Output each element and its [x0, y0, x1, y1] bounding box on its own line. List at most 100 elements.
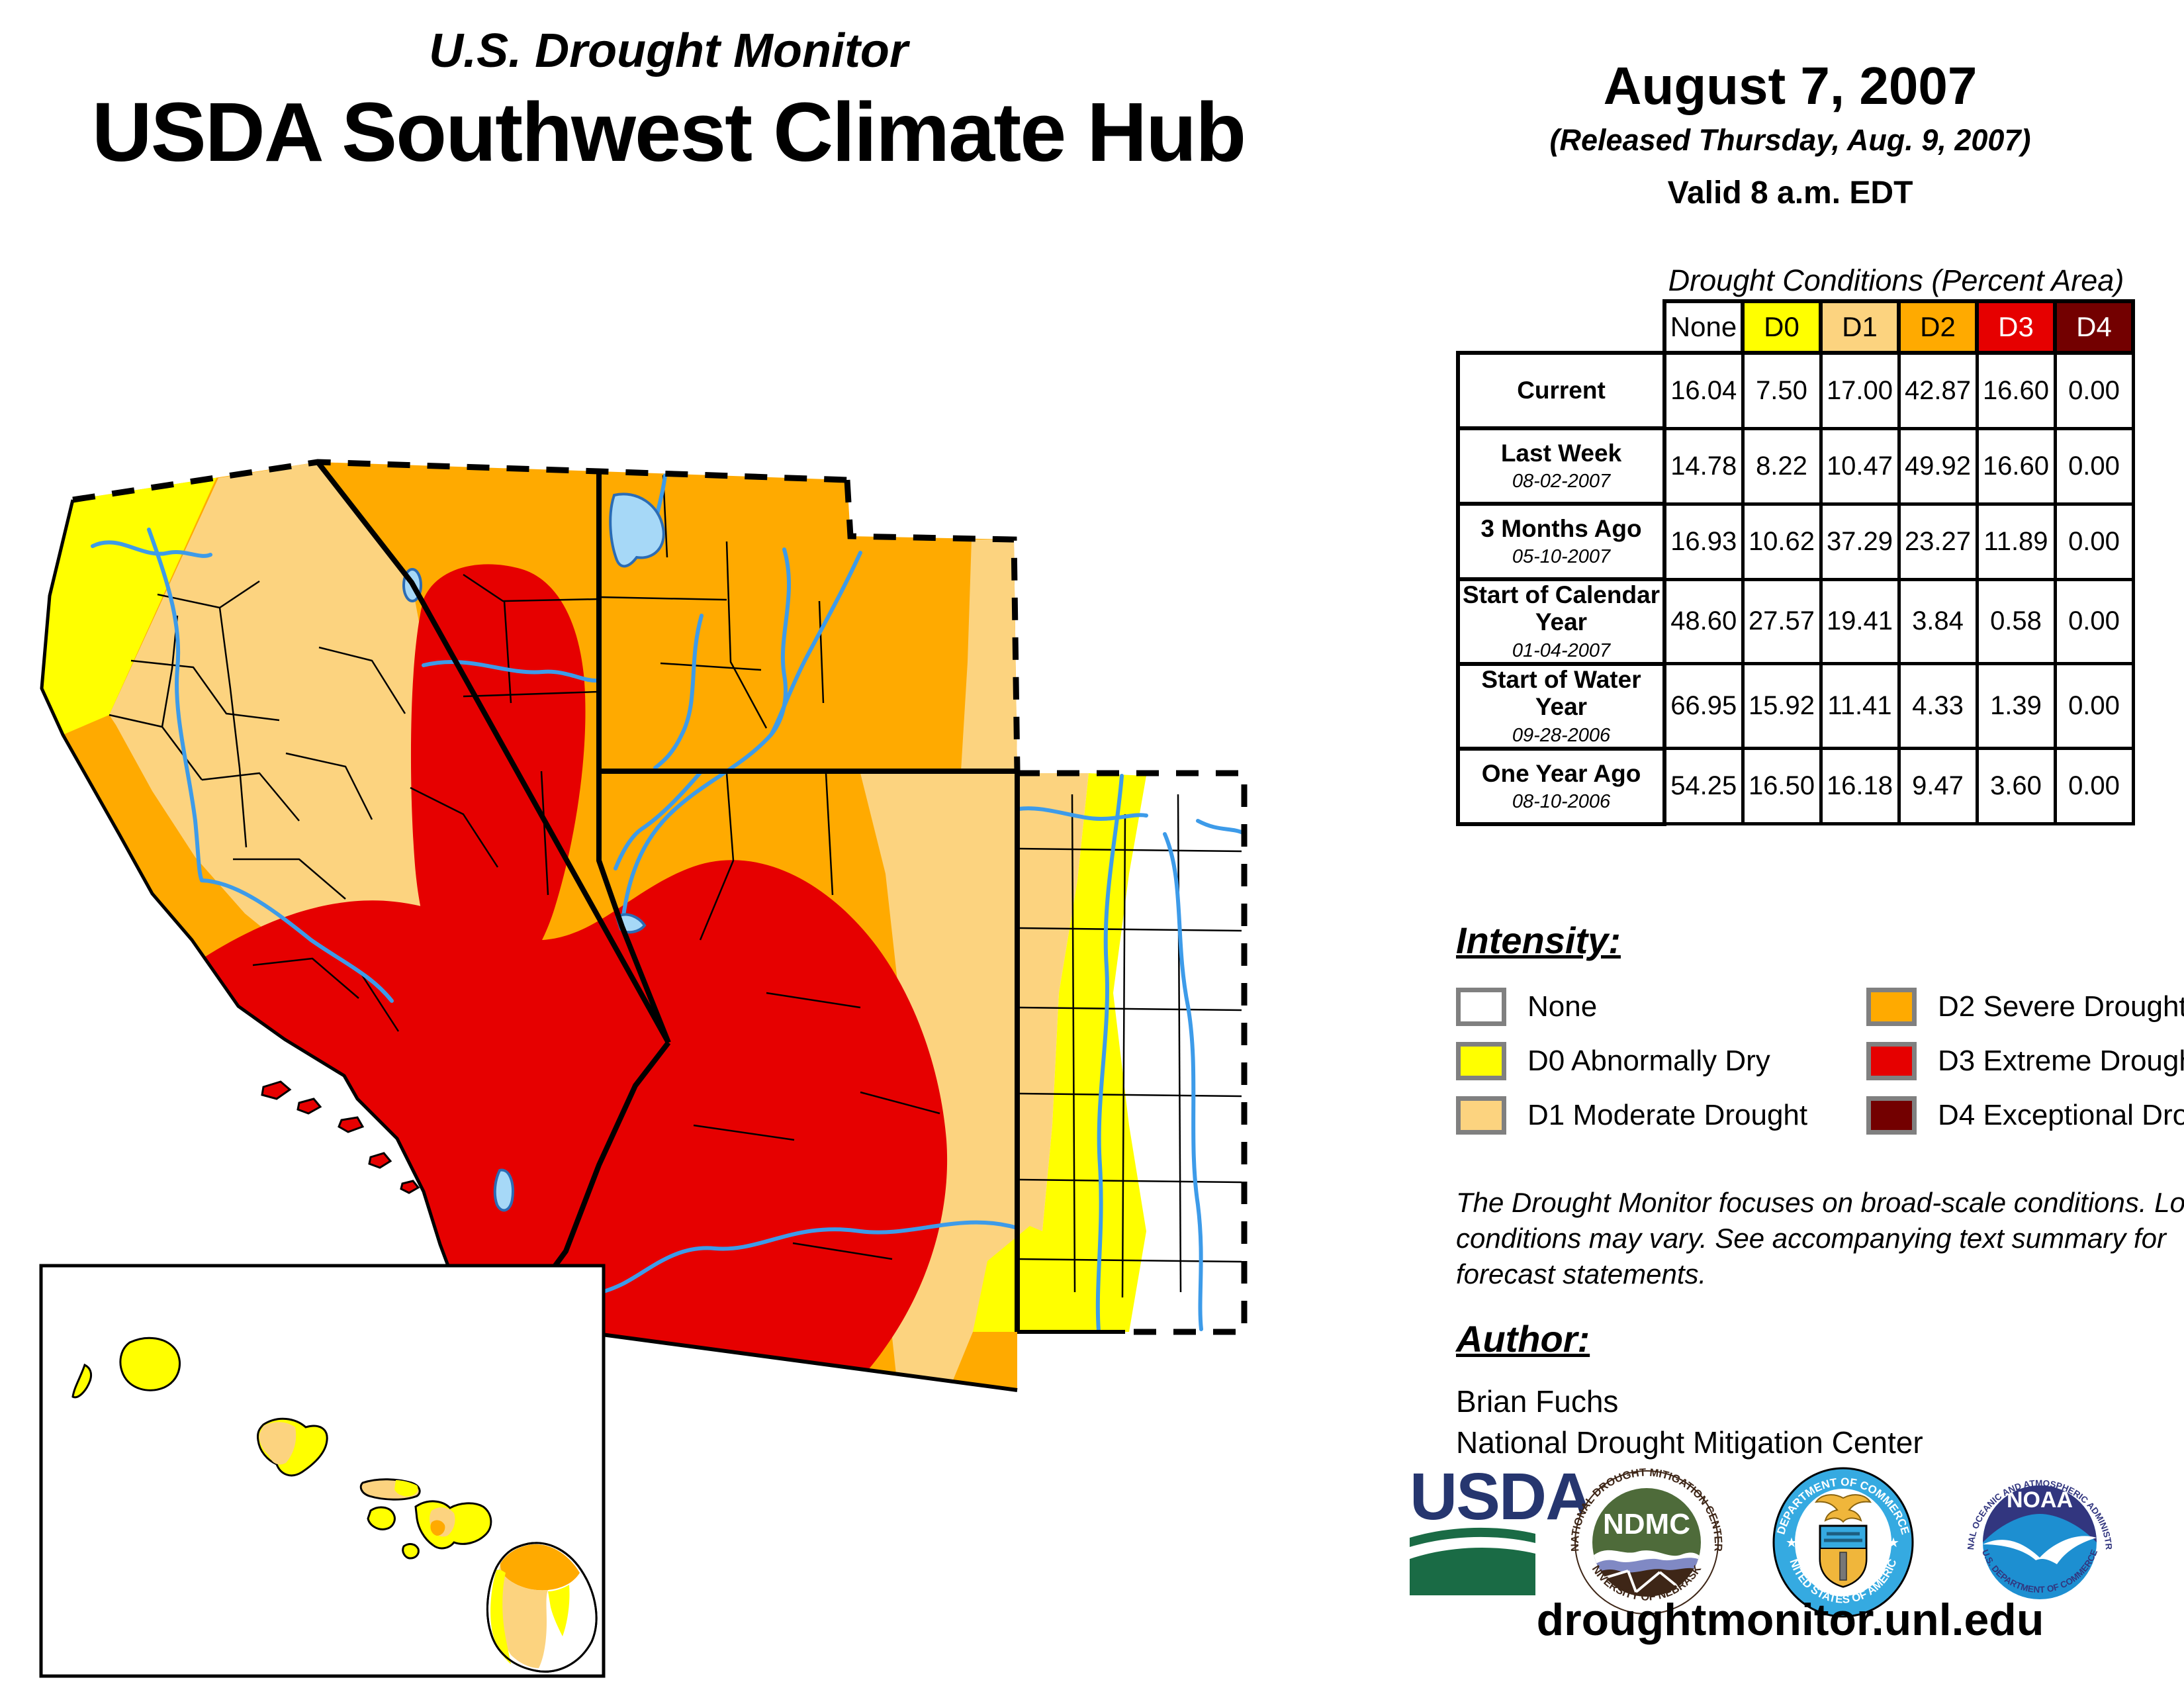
cell-value: 27.57	[1741, 577, 1823, 666]
river-rio-grande	[1095, 774, 1124, 1333]
cell-value: 0.00	[2053, 351, 2135, 430]
island-molokai-d0	[394, 1480, 418, 1497]
cell-value: 7.50	[1741, 351, 1823, 430]
author-heading: Author:	[1456, 1318, 1590, 1360]
cell-value: 0.00	[2053, 426, 2135, 506]
river-klamath	[91, 540, 212, 558]
cell-value: 0.00	[2053, 662, 2135, 751]
report-title: USDA Southwest Climate Hub	[91, 85, 1246, 179]
row-label-one-year-ago: One Year Ago 08-10-2006	[1456, 746, 1666, 826]
cell-value: 10.62	[1741, 502, 1823, 581]
cell-value: 0.00	[2053, 577, 2135, 666]
svg-text:USDA: USDA	[1410, 1460, 1592, 1534]
row-label-start-calendar-year: Start of Calendar Year 01-04-2007	[1456, 577, 1666, 666]
salton-sea	[493, 1168, 514, 1212]
usda-logo-icon: USDA	[1410, 1460, 1593, 1595]
svg-text:NDMC: NDMC	[1603, 1508, 1690, 1540]
island-kahoolawe	[402, 1543, 420, 1560]
legend-swatch-d2	[1866, 988, 1917, 1026]
cell-value: 3.84	[1897, 577, 1979, 666]
cell-value: 0.00	[2053, 502, 2135, 581]
cell-value: 54.25	[1662, 747, 1745, 826]
agency-logos: USDA NDMC NATIONAL DROUGHT	[1403, 1460, 2114, 1618]
date-block: August 7, 2007 (Released Thursday, Aug. …	[1430, 60, 2151, 211]
table-title: Drought Conditions (Percent Area)	[1668, 263, 2124, 297]
island-hawaii-d0-east	[548, 1585, 570, 1636]
island-lanai	[367, 1506, 396, 1530]
island-hawaii-d1	[496, 1564, 548, 1668]
column-header-d2: D2	[1897, 299, 1979, 355]
cell-value: 14.78	[1662, 426, 1745, 506]
table-row: One Year Ago 08-10-2006 54.25 16.50 16.1…	[1456, 746, 2135, 826]
cell-value: 16.04	[1662, 351, 1745, 430]
ndmc-logo-icon: NDMC NATIONAL DROUGHT MITIGATION CENTER …	[1403, 1460, 1724, 1615]
cell-value: 0.00	[2053, 747, 2135, 826]
column-header-d0: D0	[1741, 299, 1823, 355]
island-oahu-d1	[259, 1422, 296, 1465]
table-row: Current 16.04 7.50 17.00 42.87 16.60 0.0…	[1456, 351, 2135, 430]
cell-value: 49.92	[1897, 426, 1979, 506]
cell-value: 66.95	[1662, 662, 1745, 751]
cell-value: 17.00	[1819, 351, 1901, 430]
cell-value: 37.29	[1819, 502, 1901, 581]
river-canadian	[1196, 819, 1244, 835]
svg-text:★: ★	[1786, 1536, 1797, 1550]
cell-value: 42.87	[1897, 351, 1979, 430]
cell-value: 10.47	[1819, 426, 1901, 506]
lakes	[402, 492, 665, 1212]
drought-area-d1-east-utah	[961, 539, 1017, 771]
legend-swatch-none	[1456, 988, 1506, 1026]
drought-area-d3-south	[195, 860, 948, 1390]
author-organization: National Drought Mitigation Center	[1456, 1425, 1923, 1460]
cell-value: 8.22	[1741, 426, 1823, 506]
river-virgin	[614, 769, 704, 870]
state-nevada	[318, 462, 668, 1043]
column-header-d4: D4	[2053, 299, 2135, 355]
island-maui-d2	[430, 1520, 445, 1536]
website-url: droughtmonitor.unl.edu	[1536, 1595, 2044, 1645]
island-niihau	[71, 1363, 93, 1399]
cell-value: 16.18	[1819, 747, 1901, 826]
valid-time: Valid 8 a.m. EDT	[1667, 175, 1913, 211]
legend-swatch-d3	[1866, 1042, 1917, 1080]
cell-value: 9.47	[1897, 747, 1979, 826]
column-header-d1: D1	[1819, 299, 1901, 355]
legend-swatch-d4	[1866, 1096, 1917, 1135]
river-san-juan	[1017, 806, 1148, 821]
drought-area-d0-nw-california	[42, 473, 218, 735]
island-hawaii-d2	[500, 1544, 580, 1591]
river-gila	[562, 1220, 1019, 1297]
state-borders-dashed	[72, 459, 1248, 1335]
release-date: (Released Thursday, Aug. 9, 2007)	[1549, 123, 2031, 157]
cell-value: 16.60	[1975, 426, 2057, 506]
row-label-3-months-ago: 3 Months Ago 05-10-2007	[1456, 502, 1666, 581]
island-hawaii-outline	[486, 1542, 598, 1673]
rivers	[91, 473, 1244, 1333]
river-sevier	[653, 614, 704, 770]
great-salt-lake	[609, 492, 665, 568]
author-name: Brian Fuchs	[1456, 1384, 1619, 1419]
table-row: 3 Months Ago 05-10-2007 16.93 10.62 37.2…	[1456, 502, 2135, 581]
row-label-current: Current	[1456, 351, 1666, 430]
table-header-blank	[1458, 301, 1664, 353]
svg-text:★: ★	[1888, 1536, 1899, 1550]
report-supertitle: U.S. Drought Monitor	[429, 24, 908, 77]
island-hawaii-d0-west	[490, 1570, 511, 1664]
cell-value: 3.60	[1975, 747, 2057, 826]
cell-value: 11.89	[1975, 502, 2057, 581]
table-header-row: None D0 D1 D2 D3 D4	[1458, 299, 2135, 355]
intensity-heading: Intensity:	[1456, 919, 1621, 961]
table-row: Start of Calendar Year 01-04-2007 48.60 …	[1456, 577, 2135, 666]
cell-value: 11.41	[1819, 662, 1901, 751]
cell-value: 4.33	[1897, 662, 1979, 751]
table-row: Last Week 08-02-2007 14.78 8.22 10.47 49…	[1456, 426, 2135, 506]
cell-value: 16.60	[1975, 351, 2057, 430]
map-drought-overlays	[42, 462, 1146, 1390]
river-colorado	[620, 551, 862, 929]
drought-area-d1-california	[109, 462, 450, 973]
disclaimer-text: The Drought Monitor focuses on broad-sca…	[1456, 1187, 2184, 1289]
legend-swatch-d1	[1456, 1096, 1506, 1135]
map-date: August 7, 2007	[1603, 56, 1978, 115]
report-header: U.S. Drought Monitor USDA Southwest Clim…	[26, 26, 1310, 176]
